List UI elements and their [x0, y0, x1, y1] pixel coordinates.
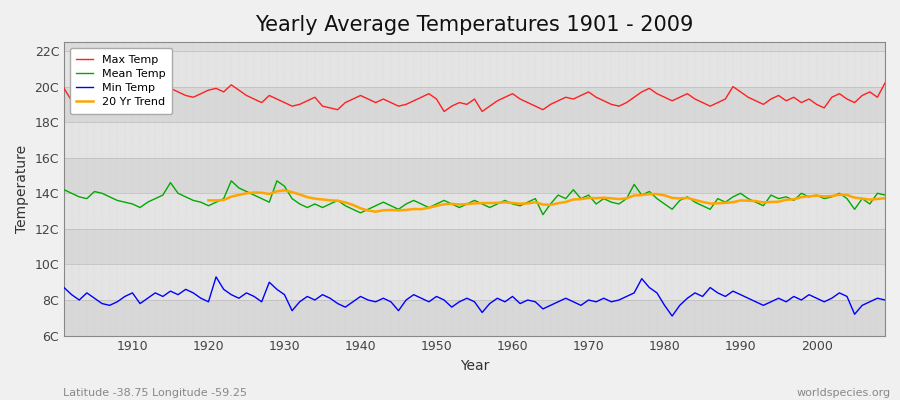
20 Yr Trend: [302, 195, 312, 200]
Min Temp: [58, 285, 69, 290]
Bar: [64, 229, 885, 264]
20 Yr Trend: [689, 198, 700, 202]
Min Temp: [507, 294, 517, 299]
Min Temp: [606, 299, 616, 304]
20 Yr Trend: [370, 209, 381, 214]
Bar: [64, 264, 885, 300]
Max Temp: [507, 91, 517, 96]
Max Temp: [438, 109, 449, 114]
Text: worldspecies.org: worldspecies.org: [796, 388, 891, 398]
20 Yr Trend: [879, 196, 890, 201]
Bar: [64, 122, 885, 158]
Legend: Max Temp, Mean Temp, Min Temp, 20 Yr Trend: Max Temp, Mean Temp, Min Temp, 20 Yr Tre…: [69, 48, 172, 114]
Mean Temp: [879, 193, 890, 198]
Bar: [64, 51, 885, 86]
Max Temp: [287, 104, 298, 108]
Bar: [64, 193, 885, 229]
20 Yr Trend: [796, 195, 806, 200]
Mean Temp: [515, 203, 526, 208]
Mean Temp: [537, 212, 548, 217]
20 Yr Trend: [203, 198, 214, 203]
Title: Yearly Average Temperatures 1901 - 2009: Yearly Average Temperatures 1901 - 2009: [256, 15, 694, 35]
20 Yr Trend: [864, 197, 875, 202]
Mean Temp: [226, 178, 237, 183]
Max Temp: [515, 97, 526, 102]
Y-axis label: Temperature: Temperature: [15, 145, 29, 233]
X-axis label: Year: Year: [460, 359, 490, 373]
Mean Temp: [614, 202, 625, 206]
Mean Temp: [58, 187, 69, 192]
Min Temp: [879, 298, 890, 302]
Mean Temp: [120, 200, 130, 204]
Line: 20 Yr Trend: 20 Yr Trend: [209, 190, 885, 212]
Max Temp: [606, 102, 616, 107]
20 Yr Trend: [279, 188, 290, 193]
Max Temp: [332, 107, 343, 112]
Bar: [64, 158, 885, 193]
Bar: [64, 86, 885, 122]
Line: Mean Temp: Mean Temp: [64, 181, 885, 215]
Line: Max Temp: Max Temp: [64, 83, 885, 112]
Max Temp: [879, 81, 890, 86]
Max Temp: [120, 102, 130, 107]
Min Temp: [120, 294, 130, 299]
Max Temp: [58, 86, 69, 91]
20 Yr Trend: [781, 197, 792, 202]
Bar: [64, 300, 885, 336]
Min Temp: [211, 274, 221, 279]
Line: Min Temp: Min Temp: [64, 277, 885, 316]
20 Yr Trend: [424, 205, 435, 210]
Min Temp: [340, 305, 351, 310]
Min Temp: [667, 314, 678, 318]
Mean Temp: [294, 202, 305, 206]
Min Temp: [515, 301, 526, 306]
Mean Temp: [507, 202, 517, 206]
Mean Temp: [340, 203, 351, 208]
Min Temp: [294, 299, 305, 304]
Text: Latitude -38.75 Longitude -59.25: Latitude -38.75 Longitude -59.25: [63, 388, 247, 398]
